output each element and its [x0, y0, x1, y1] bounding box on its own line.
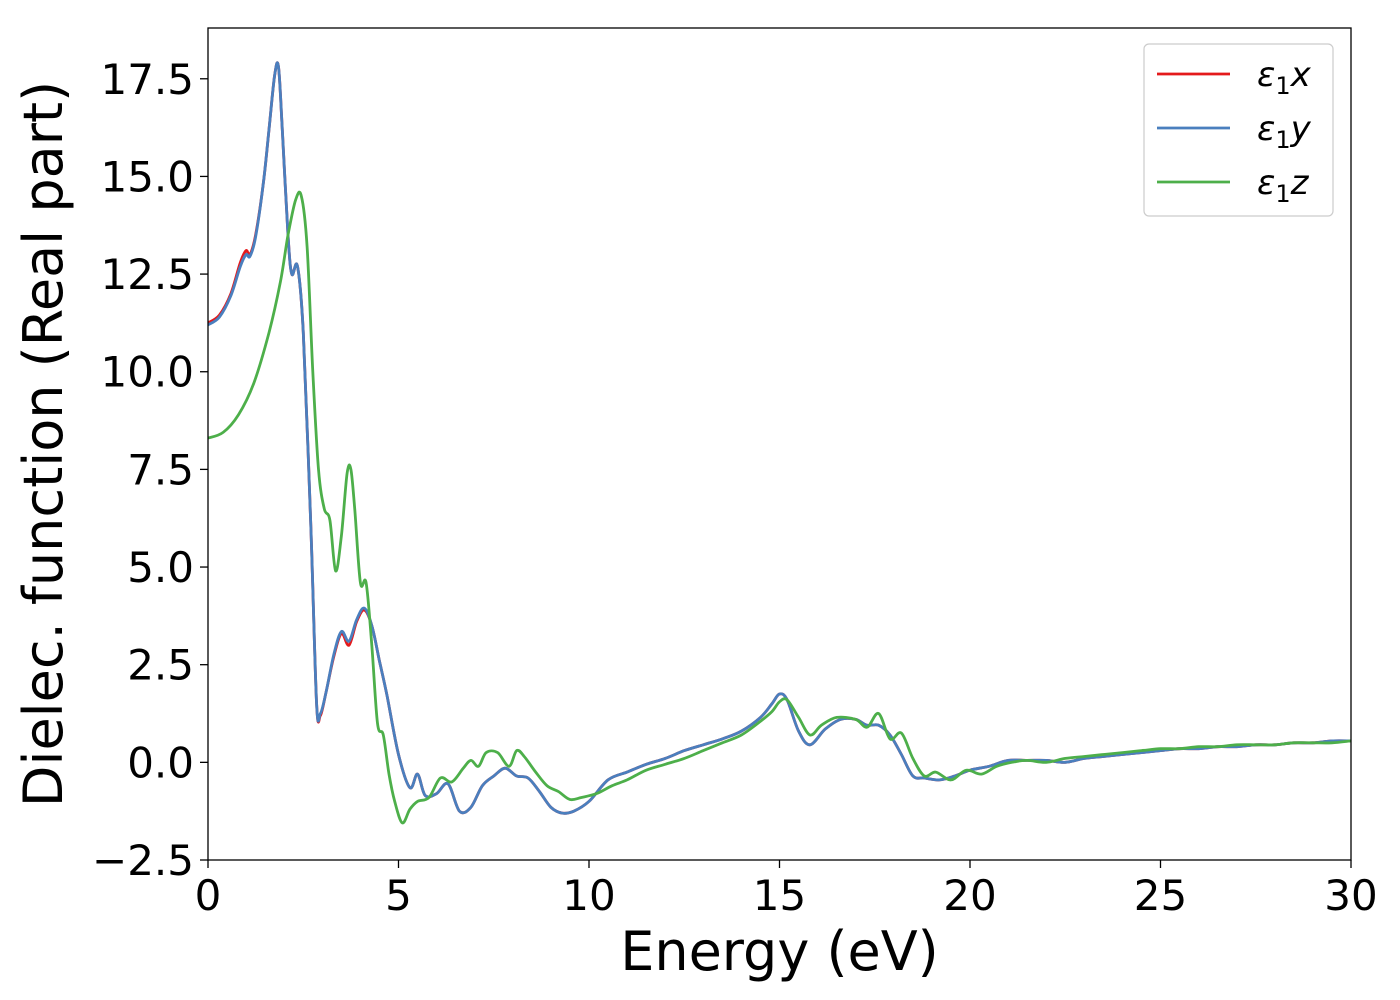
x-tick-label: 10 [562, 871, 615, 920]
y-tick-label: 2.5 [127, 641, 194, 690]
series-line-z [208, 190, 1351, 825]
y-tick-label: 17.5 [100, 55, 194, 104]
legend-entry-y: ε1y [1257, 109, 1312, 154]
x-tick-label: 25 [1134, 871, 1187, 920]
x-axis-ticks: 0 5 10 15 20 25 30 [195, 860, 1378, 920]
y-tick-label: 15.0 [100, 152, 194, 201]
x-tick-label: 0 [195, 871, 222, 920]
legend-entry-z: ε1z [1257, 163, 1310, 208]
y-axis-ticks: −2.5 0.0 2.5 5.0 7.5 10.0 12.5 15.0 17.5 [92, 55, 208, 885]
series-layer [208, 61, 1351, 825]
legend: ε1x ε1y ε1z [1143, 43, 1334, 217]
x-tick-label: 15 [753, 871, 806, 920]
y-tick-label: 0.0 [127, 738, 194, 787]
x-tick-label: 30 [1324, 871, 1377, 920]
series-line-y [208, 61, 1351, 815]
y-tick-label: 7.5 [127, 445, 194, 494]
x-axis-title: Energy (eV) [620, 920, 939, 983]
x-tick-label: 20 [943, 871, 996, 920]
y-tick-label: 10.0 [100, 348, 194, 397]
legend-entry-x: ε1x [1257, 55, 1312, 100]
y-tick-label: 12.5 [100, 250, 194, 299]
y-axis-title: Dielec. function (Real part) [12, 81, 75, 807]
y-tick-label: 5.0 [127, 543, 194, 592]
x-tick-label: 5 [385, 871, 412, 920]
y-tick-label: −2.5 [92, 836, 194, 885]
legend-box [1143, 43, 1334, 217]
